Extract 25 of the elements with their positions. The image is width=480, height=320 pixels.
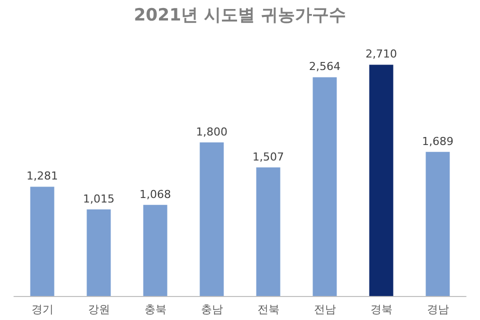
bar — [426, 152, 450, 296]
data-label: 1,689 — [422, 134, 454, 148]
data-label: 1,507 — [252, 150, 284, 164]
data-label: 1,281 — [26, 170, 58, 183]
bar — [369, 64, 394, 296]
x-tick-label: 경기 — [31, 303, 54, 316]
bar — [143, 204, 168, 296]
x-tick-label: 충남 — [200, 303, 223, 316]
x-tick-label: 경남 — [426, 303, 449, 316]
bar — [256, 167, 280, 296]
bar — [86, 209, 111, 296]
data-label: 2,710 — [366, 48, 397, 61]
x-tick-label: 전북 — [257, 303, 280, 316]
bar — [200, 142, 224, 296]
x-tick-label: 전남 — [314, 303, 336, 316]
bar — [312, 77, 337, 296]
data-label: 1,015 — [83, 192, 114, 206]
x-tick-label: 경북 — [370, 303, 392, 316]
data-label: 2,564 — [309, 60, 340, 74]
bar — [30, 186, 54, 296]
data-label: 1,068 — [140, 188, 171, 201]
x-tick-label: 강원 — [88, 303, 110, 316]
data-label: 1,800 — [196, 125, 228, 138]
chart-title: 2021년 시도별 귀농가구수 — [134, 6, 346, 26]
x-tick-label: 충북 — [144, 303, 166, 316]
